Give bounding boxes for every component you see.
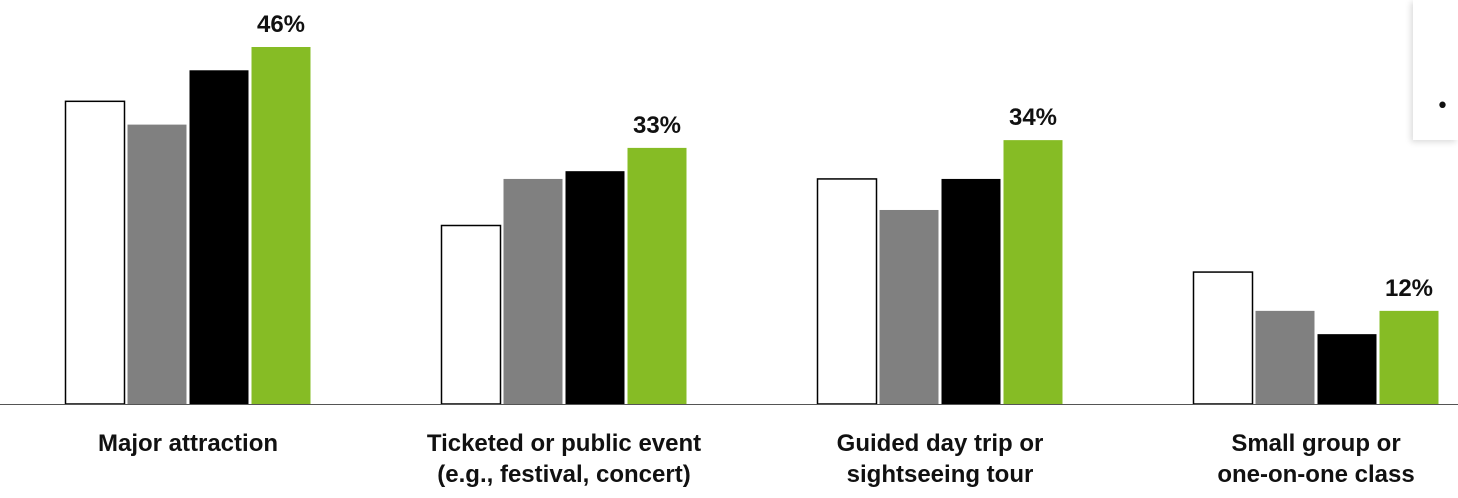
- bar-series1-cat2: [440, 224, 502, 405]
- category-label-line: one-on-one class: [1217, 461, 1414, 488]
- bar-series3-cat2: [565, 171, 625, 404]
- bars-group: [64, 47, 1439, 405]
- bar-series4-cat1: [251, 47, 311, 404]
- bar-series2-cat4: [1255, 310, 1315, 404]
- data-label: 46%: [257, 11, 305, 38]
- category-label: Ticketed or public event (e.g., festival,…: [427, 430, 701, 488]
- category-label-line: Guided day trip or: [837, 430, 1044, 457]
- data-label: 12%: [1385, 275, 1433, 302]
- category-label-line: Ticketed or public event: [427, 430, 701, 457]
- bar-series2-cat2: [503, 178, 563, 404]
- bar-series1-cat4: [1192, 271, 1254, 405]
- category-label: Major attraction: [98, 430, 278, 457]
- bar-series3-cat1: [189, 70, 249, 405]
- category-label: Small group or one-on-one class: [1217, 430, 1414, 488]
- value-labels-group: 46% 33% 34% 12%: [257, 11, 1433, 302]
- bar-series4-cat3: [1003, 140, 1063, 404]
- bar-series2-cat3: [879, 209, 939, 404]
- bar-series1-cat3: [816, 178, 878, 405]
- category-label-line: sightseeing tour: [847, 461, 1034, 488]
- bar-series3-cat3: [941, 178, 1001, 404]
- legend-panel: •: [1413, 0, 1458, 140]
- category-label-line: Major attraction: [98, 430, 278, 457]
- bar-series4-cat2: [627, 147, 687, 405]
- bar-series1-cat1: [64, 100, 126, 405]
- data-label: 33%: [633, 112, 681, 139]
- category-label-line: (e.g., festival, concert): [437, 461, 690, 488]
- category-label-line: Small group or: [1231, 430, 1400, 457]
- bar-series3-cat4: [1317, 334, 1377, 404]
- data-label: 34%: [1009, 104, 1057, 131]
- bar-series4-cat4: [1379, 310, 1439, 404]
- category-label: Guided day trip or sightseeing tour: [837, 430, 1044, 488]
- category-labels-group: Major attraction Ticketed or public event…: [98, 430, 1415, 488]
- legend-bullet: •: [1436, 94, 1449, 119]
- bar-series2-cat1: [127, 124, 187, 404]
